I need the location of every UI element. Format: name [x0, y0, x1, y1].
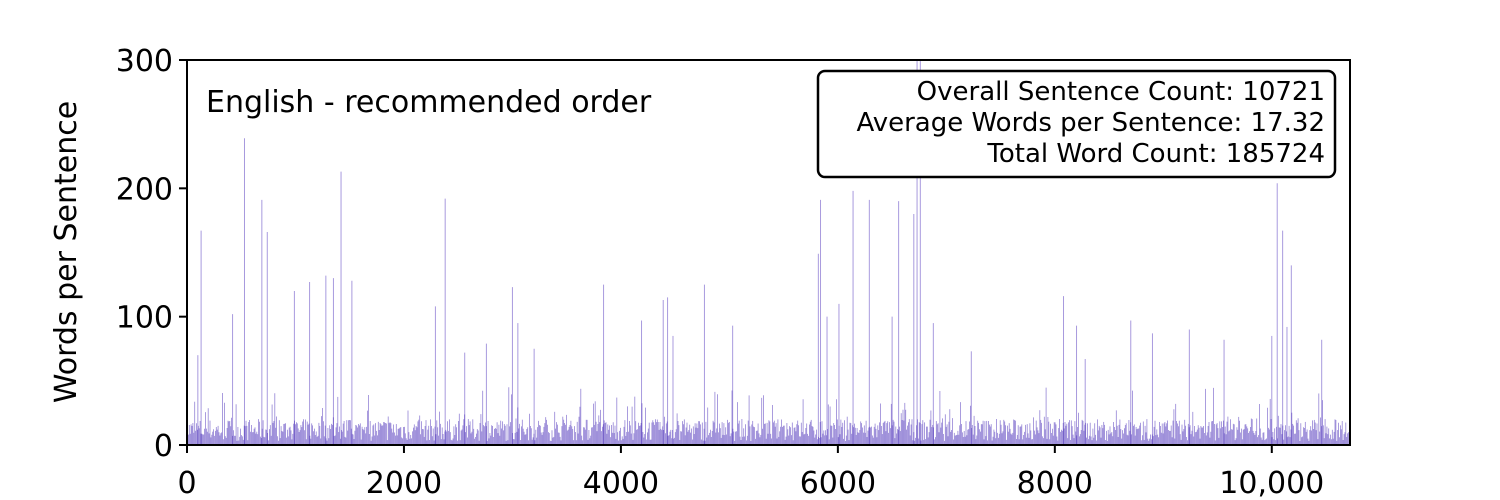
inset-title: English - recommended order — [206, 85, 652, 120]
plot-frame — [186, 59, 1351, 446]
stats-box-frame — [816, 69, 1337, 179]
stats-box: Overall Sentence Count: 10721 Average Wo… — [816, 69, 1337, 179]
x-tick-label: 6000 — [800, 466, 876, 500]
y-axis-title: Words per Sentence — [49, 101, 84, 403]
bar-series — [187, 60, 1350, 445]
y-tick-label: 100 — [116, 301, 173, 336]
y-tick-label: 0 — [154, 429, 173, 464]
y-tick-label: 300 — [116, 44, 173, 79]
x-tick-label: 2000 — [366, 466, 442, 500]
y-axis-ticks: 0 100 200 300 — [116, 44, 187, 464]
stats-sentence-count: Overall Sentence Count: 10721 — [917, 77, 1325, 107]
x-axis-ticks: 0 2000 4000 6000 8000 10,000 — [177, 445, 1324, 500]
x-tick-label: 10,000 — [1219, 466, 1324, 500]
x-tick-label: 0 — [177, 466, 196, 500]
y-tick-label: 200 — [116, 172, 173, 207]
x-tick-label: 4000 — [583, 466, 659, 500]
stats-average-words: Average Words per Sentence: 17.32 — [856, 108, 1325, 138]
stats-total-words: Total Word Count: 185724 — [986, 139, 1325, 169]
x-tick-label: 8000 — [1017, 466, 1093, 500]
